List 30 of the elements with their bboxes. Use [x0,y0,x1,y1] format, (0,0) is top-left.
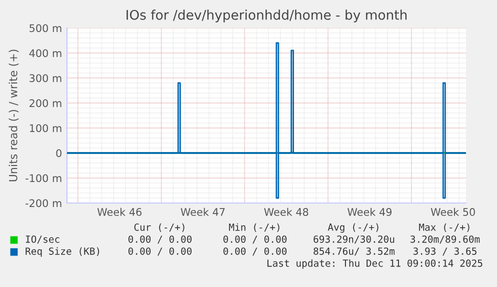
text: Avg (-/+) [328,223,378,233]
text: 0.00 / 0.00 [223,247,287,256]
x-tick-label: Week 47 [180,208,225,216]
text: 3.20m/89.60m [410,235,480,244]
y-tick-label: 300 m [30,74,62,82]
y-tick-label: 0 [56,149,62,158]
text: Cur (-/+) [134,223,184,232]
y-axis-title: Units read (-) / write (+) [8,50,19,182]
legend-label: IO/sec [26,235,60,244]
text: Last update: Thu Dec 11 09:00:14 2025 [267,259,482,269]
x-tick-label: Week 46 [97,208,142,216]
text: 854.76u/ 3.52m [314,247,395,256]
legend-label: Req Size (KB) [26,247,100,257]
x-tick-label: Week 48 [264,208,308,216]
chart-title: IOs for /dev/hyperionhdd/home - by month [126,10,407,22]
text: Min (-/+) [229,223,280,232]
x-tick-label: Week 50 [430,208,475,216]
text: 0.00 / 0.00 [128,235,192,244]
text: 0.00 / 0.00 [223,235,287,244]
text: Max (-/+) [419,223,470,232]
y-tick-label: 500 m [30,24,62,32]
y-tick-label: -200 m [26,199,62,208]
text: 3.93 / 3.65 [413,247,476,256]
y-tick-label: 100 m [30,124,62,132]
y-tick-label: 400 m [29,49,62,58]
text: 0.00 / 0.00 [128,247,192,256]
text: 693.29n/30.20u [314,235,394,244]
x-tick-label: Week 49 [348,208,392,216]
y-tick-label: -100 m [26,174,62,182]
y-tick-label: 200 m [30,99,62,108]
